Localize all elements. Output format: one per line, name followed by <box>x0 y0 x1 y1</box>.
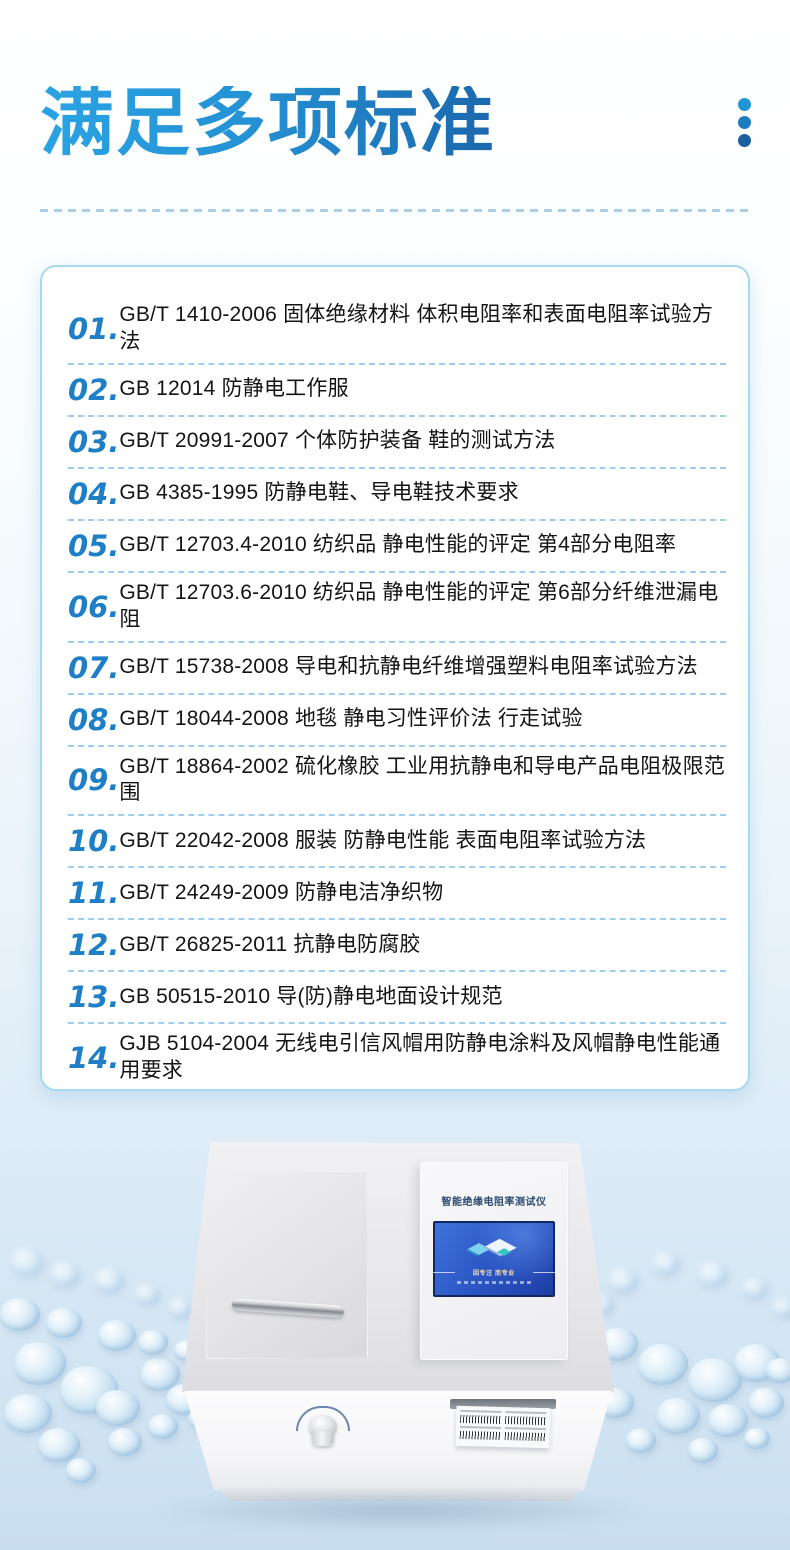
pellet-decor <box>688 1438 718 1463</box>
standard-text: GB 50515-2010 导(防)静电地面设计规范 <box>119 984 503 1008</box>
pellet-decor <box>168 1298 192 1318</box>
standard-number: 13. <box>68 980 120 1015</box>
standard-number: 03. <box>68 424 120 459</box>
standard-text: GJB 5104-2004 无线电引信风帽用防静电涂料及风帽静电性能通用要求 <box>119 1032 721 1083</box>
standard-item: 12. GB/T 26825-2011 抗静电防腐胶 <box>68 920 726 973</box>
instrument-shadow <box>150 1492 650 1530</box>
standard-item: 03. GB/T 20991-2007 个体防护装备 鞋的测试方法 <box>68 417 726 469</box>
standard-item: 13. GB 50515-2010 导(防)静电地面设计规范 <box>68 972 726 1025</box>
dashed-divider <box>40 209 750 212</box>
standard-item: 05. GB/T 12703.4-2010 纺织品 静电性能的评定 第4部分电阻率 <box>68 521 726 573</box>
pellet-decor <box>772 1298 790 1318</box>
pellet-decor <box>148 1414 178 1439</box>
standard-number: 09. <box>68 763 120 798</box>
pellet-decor <box>766 1358 790 1383</box>
standard-item: 10. GB/T 22042-2008 服装 防静电性能 表面电阻率试验方法 <box>68 816 726 869</box>
standard-text: GB/T 18044-2008 地毯 静电习性评价法 行走试验 <box>119 707 583 731</box>
pellet-decor <box>38 1428 80 1462</box>
standard-text: GB/T 22042-2008 服装 防静电性能 表面电阻率试验方法 <box>119 828 647 852</box>
standards-list: 01. GB/T 1410-2006 固体绝缘材料 体积电阻率和表面电阻率试验方法… <box>68 295 726 1089</box>
standard-item: 11. GB/T 24249-2009 防静电洁净织物 <box>68 868 726 921</box>
standard-text: GB/T 18864-2002 硫化橡胶 工业用抗静电和导电产品电阻极限范围 <box>119 754 726 805</box>
pellet-decor <box>638 1344 688 1385</box>
instrument-control-panel: 智能绝缘电阻率测试仪 因专注 而专业 <box>420 1162 568 1360</box>
standard-item: 02. GB 12014 防静电工作服 <box>68 365 726 417</box>
barcode-label <box>504 1411 547 1444</box>
screen-slogan: 因专注 而专业 <box>473 1270 515 1277</box>
instrument-name-label: 智能绝缘电阻率测试仪 <box>441 1197 547 1208</box>
pellet-decor <box>742 1278 768 1299</box>
pellet-decor <box>748 1388 784 1418</box>
pellet-decor <box>688 1358 742 1402</box>
instrument-base <box>219 1488 581 1501</box>
instrument-screen: 因专注 而专业 <box>433 1221 555 1297</box>
pellet-decor <box>138 1330 168 1355</box>
standard-number: 10. <box>68 824 120 859</box>
pellet-decor <box>50 1262 80 1287</box>
standard-text: GB 4385-1995 防静电鞋、导电鞋技术要求 <box>119 481 519 505</box>
pellet-decor <box>698 1262 728 1287</box>
standard-number: 07. <box>68 650 120 685</box>
knob-stem <box>312 1431 334 1446</box>
pellet-decor <box>10 1248 44 1276</box>
standard-item: 07. GB/T 15738-2008 导电和抗静电纤维增强塑料电阻率试验方法 <box>68 643 726 695</box>
standard-text: GB 12014 防静电工作服 <box>119 377 349 401</box>
standard-number: 01. <box>68 311 120 346</box>
standard-item: 09. GB/T 18864-2002 硫化橡胶 工业用抗静电和导电产品电阻极限范… <box>68 747 726 817</box>
standard-text: GB/T 20991-2007 个体防护装备 鞋的测试方法 <box>119 429 556 453</box>
menu-dots-icon <box>738 98 752 152</box>
pellet-decor <box>0 1298 40 1331</box>
pellet-decor <box>96 1390 140 1426</box>
standard-item: 06. GB/T 12703.6-2010 纺织品 静电性能的评定 第6部分纤维泄… <box>68 573 726 643</box>
pellet-decor <box>46 1308 82 1338</box>
pellet-decor <box>94 1268 124 1293</box>
screen-subtext-decor <box>457 1281 531 1284</box>
instrument-sample-plate <box>206 1171 368 1359</box>
standards-card: 01. GB/T 1410-2006 固体绝缘材料 体积电阻率和表面电阻率试验方法… <box>40 265 750 1091</box>
standard-number: 12. <box>68 928 120 963</box>
barcode-label <box>459 1409 502 1443</box>
pellet-decor <box>652 1252 680 1275</box>
standard-text: GB/T 12703.6-2010 纺织品 静电性能的评定 第6部分纤维泄漏电阻 <box>119 580 719 631</box>
standard-number: 02. <box>68 372 120 407</box>
pellet-decor <box>134 1284 160 1305</box>
pellet-decor <box>4 1394 52 1433</box>
standard-item: 01. GB/T 1410-2006 固体绝缘材料 体积电阻率和表面电阻率试验方法 <box>68 295 726 365</box>
standard-number: 11. <box>68 876 120 911</box>
pellet-decor <box>744 1428 770 1449</box>
printed-labels <box>455 1405 551 1449</box>
standard-text: GB/T 12703.4-2010 纺织品 静电性能的评定 第4部分电阻率 <box>119 533 677 557</box>
standard-number: 06. <box>68 589 120 624</box>
pellet-decor <box>656 1398 700 1434</box>
standard-number: 14. <box>68 1041 120 1076</box>
pellet-decor <box>66 1458 96 1483</box>
standard-number: 08. <box>68 702 120 737</box>
standard-text: GB/T 26825-2011 抗静电防腐胶 <box>119 932 421 956</box>
pellet-decor <box>108 1428 142 1456</box>
standard-item: 04. GB 4385-1995 防静电鞋、导电鞋技术要求 <box>68 469 726 521</box>
standard-number: 05. <box>68 528 120 563</box>
pellet-decor <box>14 1342 66 1385</box>
standard-item: 14. GJB 5104-2004 无线电引信风帽用防静电涂料及风帽静电性能通用要… <box>68 1024 726 1089</box>
standard-item: 08. GB/T 18044-2008 地毯 静电习性评价法 行走试验 <box>68 695 726 747</box>
standard-text: GB/T 1410-2006 固体绝缘材料 体积电阻率和表面电阻率试验方法 <box>119 303 714 353</box>
instrument-label-printer <box>449 1399 557 1449</box>
page-title: 满足多项标准 <box>40 80 496 166</box>
pellet-decor <box>98 1320 136 1351</box>
pellet-decor <box>626 1428 656 1453</box>
standard-text: GB/T 15738-2008 导电和抗静电纤维增强塑料电阻率试验方法 <box>119 655 698 679</box>
standard-number: 04. <box>68 476 120 511</box>
pellet-decor <box>608 1268 638 1293</box>
pellet-decor <box>708 1404 748 1437</box>
instrument-knob <box>294 1406 352 1458</box>
screen-illustration-icon <box>467 1235 519 1261</box>
standard-text: GB/T 24249-2009 防静电洁净织物 <box>119 880 444 904</box>
